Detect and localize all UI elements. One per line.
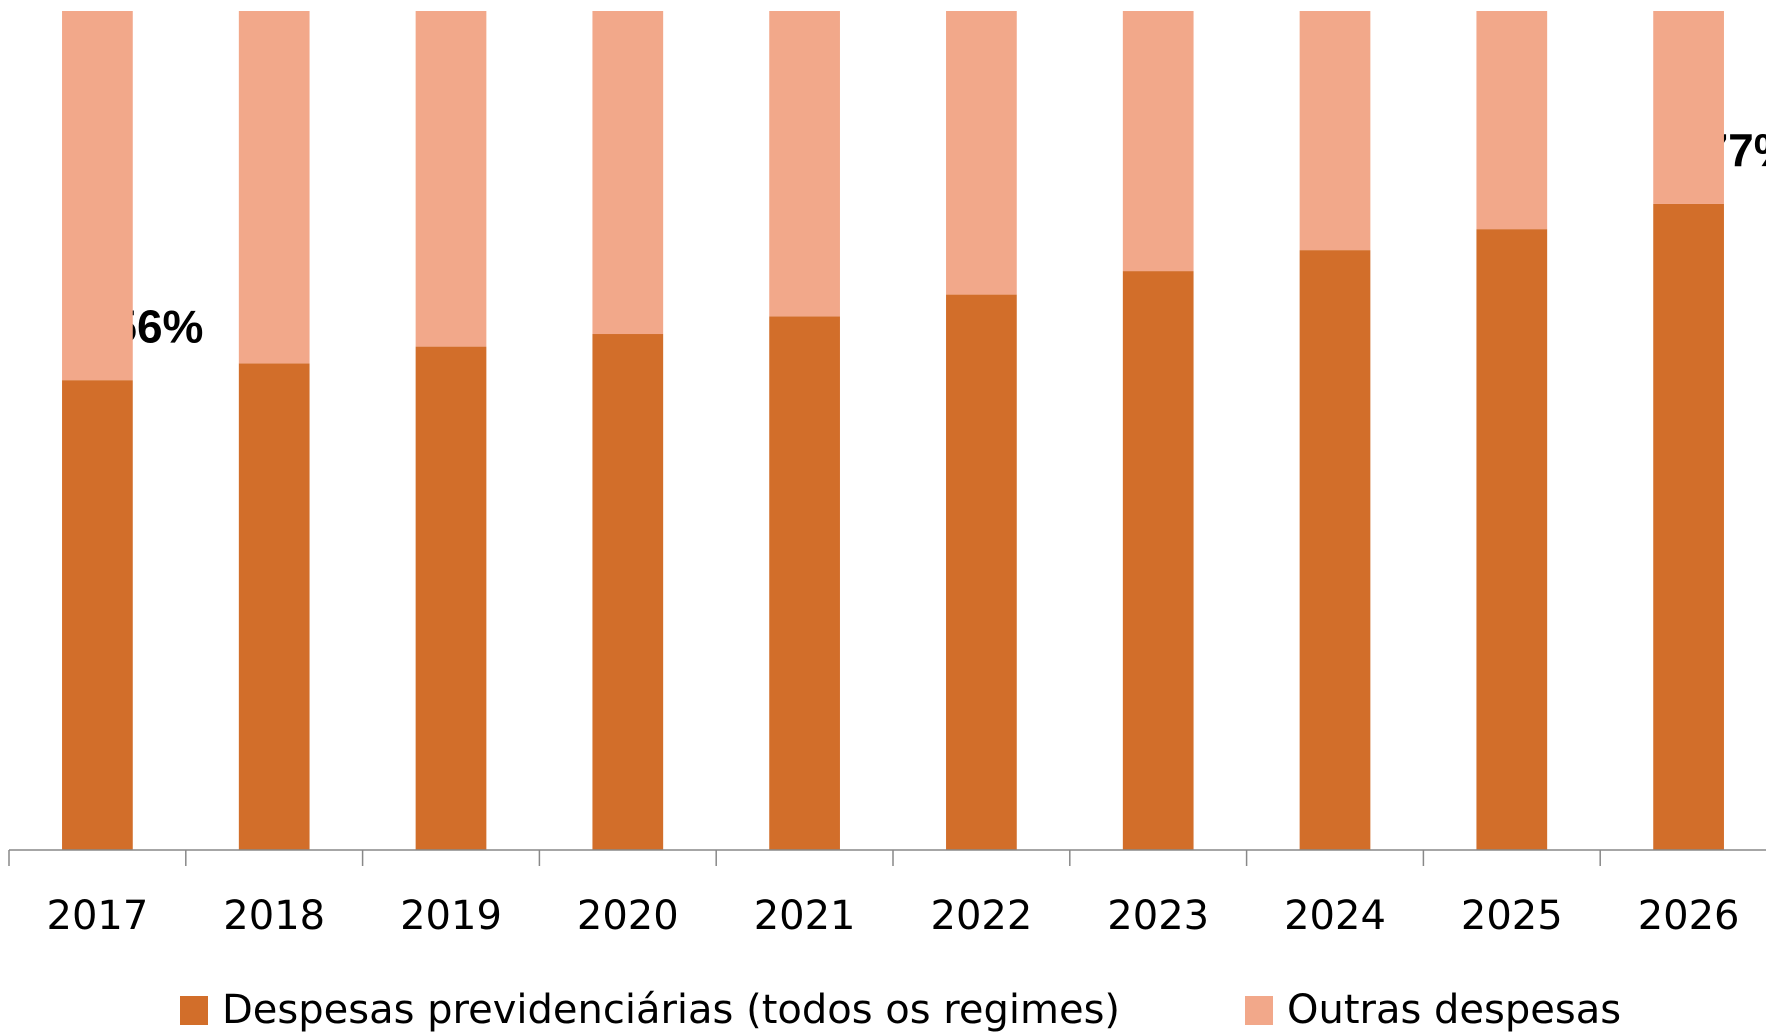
bar-segment <box>415 11 487 347</box>
x-tick-label: 2020 <box>577 893 679 939</box>
bar-segment <box>1299 11 1371 251</box>
bar-segment <box>238 363 310 850</box>
bar-segment <box>1299 250 1371 851</box>
legend-swatch <box>1245 996 1273 1025</box>
bar-segment <box>946 294 1017 850</box>
legend-label: Outras despesas <box>1287 987 1621 1033</box>
x-tick-label: 2023 <box>1107 893 1209 939</box>
x-tick-label: 2021 <box>754 893 856 939</box>
bar-segment <box>592 11 664 335</box>
x-tick-label: 2018 <box>223 893 325 939</box>
bar-segment <box>592 334 664 850</box>
x-tick-label: 2022 <box>931 893 1033 939</box>
bar-segment <box>1653 11 1724 204</box>
bar-segment <box>1122 11 1194 272</box>
legend-label: Despesas previdenciárias (todos os regim… <box>222 987 1120 1033</box>
x-tick-label: 2025 <box>1461 893 1563 939</box>
x-tick-label: 2019 <box>400 893 502 939</box>
bar-segment <box>415 346 487 850</box>
bar-segment <box>1476 11 1548 230</box>
legend-swatch <box>180 996 208 1025</box>
x-tick-label: 2026 <box>1638 893 1740 939</box>
bar-segment <box>62 11 133 381</box>
bar-segment <box>238 11 310 364</box>
bar-segment <box>946 11 1017 295</box>
x-tick-label: 2017 <box>47 893 149 939</box>
x-tick-label: 2024 <box>1284 893 1386 939</box>
bar-segment <box>769 11 840 317</box>
bar-segment <box>769 316 840 850</box>
bar-segment <box>62 380 133 850</box>
bar-segment <box>1653 203 1724 851</box>
bar-segment <box>1122 271 1194 851</box>
bar-segment <box>1476 229 1548 850</box>
